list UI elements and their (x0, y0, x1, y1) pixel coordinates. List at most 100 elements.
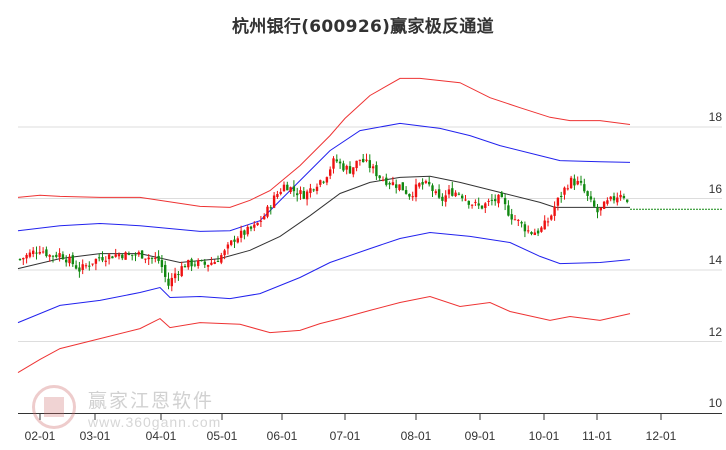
candle-body (523, 224, 527, 232)
x-tick-label: 08-01 (400, 429, 432, 443)
candle-body (398, 184, 401, 191)
candle-body (276, 194, 279, 197)
candle-body (533, 232, 536, 236)
candle-body (233, 239, 236, 242)
x-tick-label: 03-01 (79, 429, 111, 443)
candle-body (507, 205, 510, 216)
candle-body (470, 204, 474, 206)
candle-body (355, 160, 358, 169)
candle-body (296, 193, 299, 196)
candle-body (365, 159, 368, 161)
candle-body (454, 192, 457, 197)
candle-body (111, 256, 114, 259)
candle-body (144, 258, 147, 260)
candle-body (282, 184, 286, 192)
candle-body (563, 187, 566, 195)
candle-body (619, 194, 622, 198)
candle-body (510, 214, 513, 220)
candle-body (358, 159, 362, 161)
candle-body (190, 259, 193, 267)
candle-body (434, 191, 437, 194)
candle-body (206, 265, 210, 267)
candle-body (513, 219, 517, 221)
candle-body (246, 226, 249, 235)
candle-body (140, 250, 144, 259)
x-tick-label: 11-01 (582, 429, 612, 443)
candle-body (71, 255, 74, 265)
candle-body (289, 187, 292, 193)
outer-upper-line (17, 77, 631, 208)
outer-lower-line (17, 295, 631, 374)
candle-body (74, 265, 78, 269)
candle-body (573, 178, 576, 186)
candle-body (391, 182, 395, 185)
candle-body (626, 199, 629, 202)
candle-body (490, 199, 494, 201)
candle-body (497, 194, 500, 204)
candle-body (428, 181, 431, 185)
candle-body (329, 169, 332, 176)
candle-body (193, 264, 197, 266)
x-tick-label: 04-01 (145, 429, 177, 443)
candle-body (197, 260, 200, 266)
candle-body (25, 254, 28, 259)
candle-body (200, 260, 203, 262)
candle-body (223, 250, 226, 256)
candle-body (22, 258, 25, 260)
candle-body (335, 159, 338, 162)
candle-body (599, 207, 602, 211)
candle-body (236, 238, 239, 243)
candle-body (332, 158, 335, 169)
candle-body (408, 193, 411, 197)
candle-body (309, 188, 312, 194)
candle-body (98, 257, 101, 259)
candle-body (579, 180, 583, 183)
candle-body (602, 201, 606, 209)
candle-body (480, 205, 484, 209)
candle-body (61, 254, 65, 260)
y-tick-label: 14 (708, 253, 722, 267)
candle-body (94, 258, 98, 264)
candle-body (325, 177, 329, 183)
candle-body (520, 222, 523, 224)
candle-body (58, 253, 61, 258)
candle-body (137, 252, 140, 255)
watermark-brand: 赢家江恩软件 (88, 390, 215, 412)
candle-body (447, 189, 451, 195)
inner-lower-line (17, 231, 631, 324)
candle-body (279, 191, 282, 194)
x-tick-label: 07-01 (329, 429, 361, 443)
x-tick-label: 10-01 (528, 429, 560, 443)
candle-body (65, 259, 68, 263)
candle-body (381, 179, 385, 181)
candle-body (431, 185, 434, 192)
candle-body (319, 180, 322, 185)
x-tick-label: 02-01 (24, 429, 56, 443)
candle-body (213, 262, 216, 264)
candle-body (589, 196, 593, 200)
candle-body (421, 182, 424, 185)
candle-body (216, 261, 220, 263)
candle-body (362, 158, 365, 163)
candle-body (424, 181, 428, 183)
candle-body (88, 265, 91, 267)
candle-body (378, 175, 381, 179)
candle-body (51, 255, 55, 257)
candle-body (48, 255, 51, 257)
candle-body (500, 192, 503, 198)
candle-body (256, 222, 259, 226)
watermark-seal-icon (32, 385, 76, 429)
candle-body (586, 191, 589, 196)
candle-body (437, 189, 441, 198)
candle-body (451, 188, 454, 196)
x-tick-label: 05-01 (206, 429, 238, 443)
candle-body (371, 166, 375, 169)
candle-body (239, 230, 243, 238)
candle-body (28, 252, 32, 257)
candle-body (170, 277, 173, 287)
candle-body (543, 220, 546, 230)
candle-body (530, 231, 533, 235)
candle-body (457, 193, 461, 195)
candle-body (467, 200, 470, 205)
